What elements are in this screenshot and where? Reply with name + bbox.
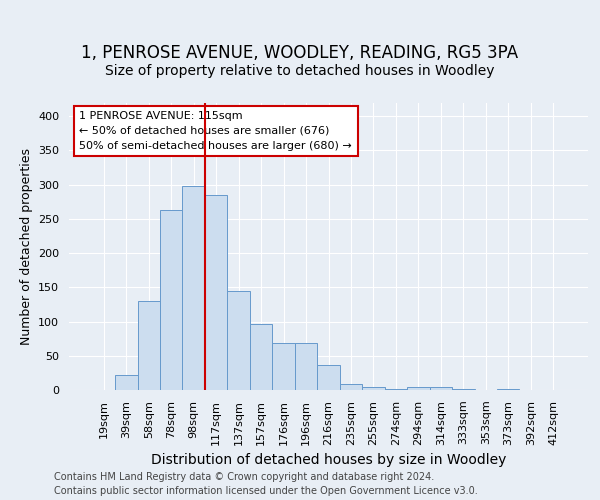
Text: Size of property relative to detached houses in Woodley: Size of property relative to detached ho… (105, 64, 495, 78)
Bar (182, 186, 205, 390)
Text: 1, PENROSE AVENUE, WOODLEY, READING, RG5 3PA: 1, PENROSE AVENUE, WOODLEY, READING, RG5… (82, 44, 518, 62)
Bar (160, 210, 182, 390)
Bar (227, 290, 250, 390)
Bar (137, 301, 160, 390)
Bar (340, 384, 362, 390)
Bar (497, 388, 520, 390)
Text: 1 PENROSE AVENUE: 115sqm
← 50% of detached houses are smaller (676)
50% of semi-: 1 PENROSE AVENUE: 115sqm ← 50% of detach… (79, 111, 352, 150)
Bar (250, 324, 272, 390)
Bar (295, 344, 317, 390)
Bar (430, 386, 452, 390)
Text: Contains HM Land Registry data © Crown copyright and database right 2024.: Contains HM Land Registry data © Crown c… (54, 472, 434, 482)
Bar (317, 366, 340, 390)
Bar (362, 386, 385, 390)
Bar (205, 195, 227, 390)
Bar (272, 344, 295, 390)
Text: Contains public sector information licensed under the Open Government Licence v3: Contains public sector information licen… (54, 486, 478, 496)
Bar (115, 375, 137, 390)
Bar (407, 386, 430, 390)
Bar (452, 388, 475, 390)
X-axis label: Distribution of detached houses by size in Woodley: Distribution of detached houses by size … (151, 453, 506, 467)
Y-axis label: Number of detached properties: Number of detached properties (20, 148, 32, 345)
Bar (385, 388, 407, 390)
